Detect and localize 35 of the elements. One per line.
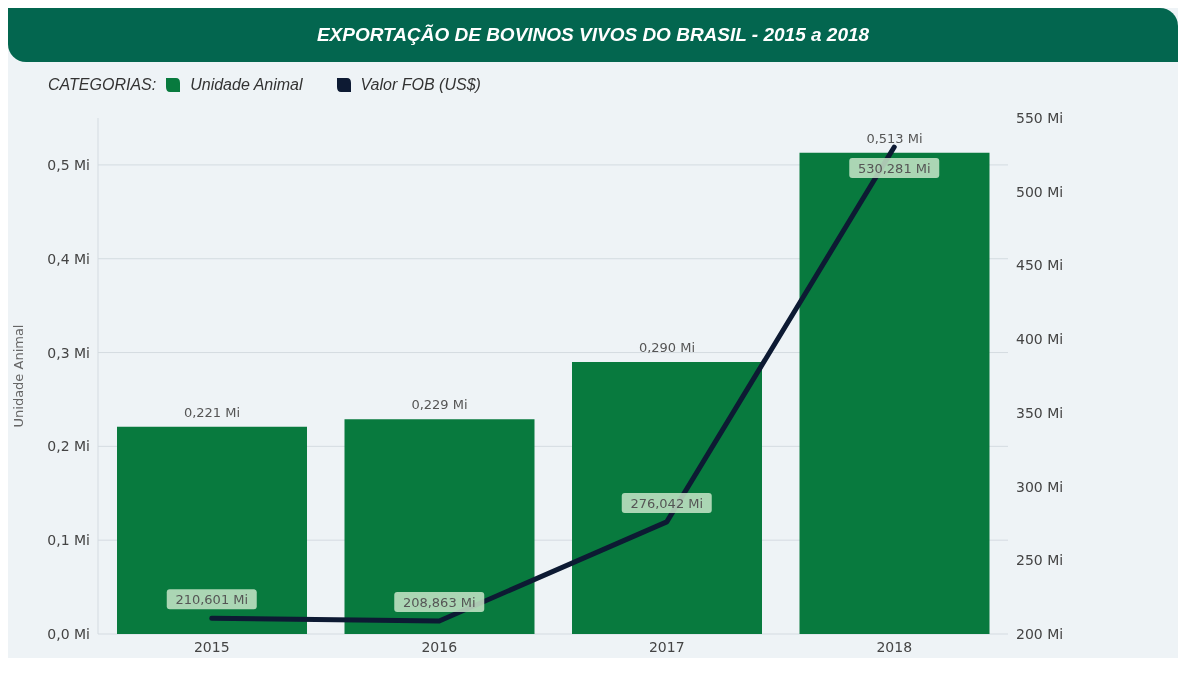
legend-label: Valor FOB (US$) <box>360 76 481 94</box>
x-tick-label: 2018 <box>876 638 913 655</box>
data-label: 530,281 Mi <box>857 161 931 177</box>
data-label: 208,863 Mi <box>402 594 476 610</box>
y-axis-title: Unidade Animal <box>10 324 26 428</box>
bar <box>572 361 762 634</box>
x-tick-label: 2017 <box>648 638 685 655</box>
x-tick-label: 2016 <box>421 638 458 655</box>
y-tick-label: 0,5 Mi <box>47 156 90 173</box>
y-tick-label: 0,4 Mi <box>47 250 90 267</box>
y2-tick-label: 500 Mi <box>1016 183 1064 200</box>
legend-label: Unidade Animal <box>190 76 303 94</box>
x-tick-label: 2015 <box>193 638 230 655</box>
y2-tick-label: 350 Mi <box>1016 404 1064 421</box>
data-label: 0,229 Mi <box>411 397 468 413</box>
y2-tick-label: 200 Mi <box>1016 625 1064 642</box>
y-tick-label: 0,3 Mi <box>47 344 90 361</box>
data-label: 0,513 Mi <box>866 130 923 146</box>
data-label: 0,221 Mi <box>183 404 241 420</box>
y-tick-label: 0,2 Mi <box>47 438 90 455</box>
chart-title: EXPORTAÇÃO DE BOVINOS VIVOS DO BRASIL - 2015 a 2018 <box>8 8 1178 62</box>
y-tick-label: 0,0 Mi <box>47 625 90 642</box>
bar <box>799 152 990 634</box>
y2-tick-label: 550 Mi <box>1016 109 1064 126</box>
y2-tick-label: 300 Mi <box>1016 478 1064 495</box>
data-label: 210,601 Mi <box>175 592 249 608</box>
y2-tick-label: 450 Mi <box>1016 257 1064 274</box>
bar <box>117 426 307 634</box>
y2-tick-label: 250 Mi <box>1016 552 1064 569</box>
data-label: 0,290 Mi <box>638 339 696 355</box>
y2-tick-label: 400 Mi <box>1016 331 1064 348</box>
legend-title: CATEGORIAS: <box>48 76 157 94</box>
y-tick-label: 0,1 Mi <box>47 532 90 549</box>
bar <box>344 419 535 634</box>
data-label: 276,042 Mi <box>630 495 704 511</box>
